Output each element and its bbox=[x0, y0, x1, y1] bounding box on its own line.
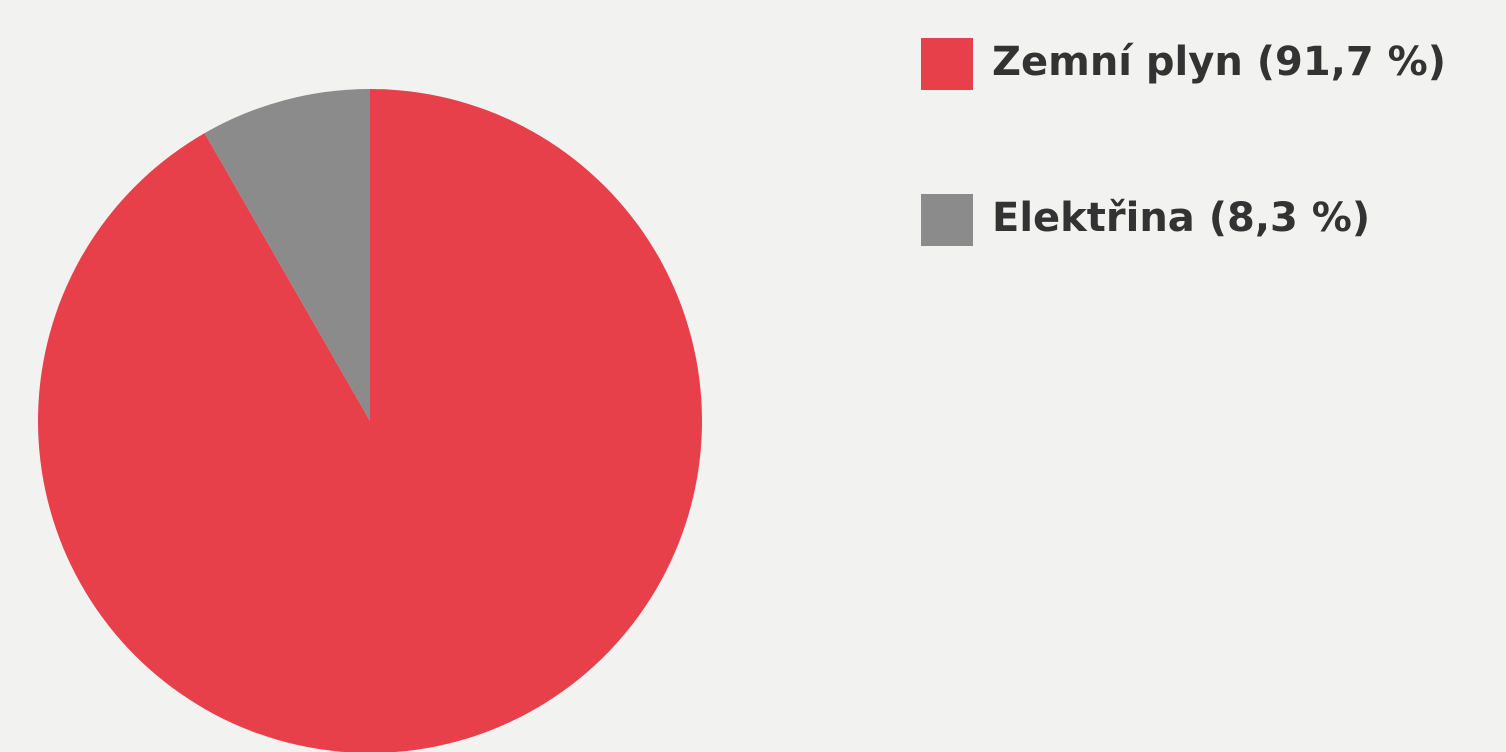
legend-swatch bbox=[921, 38, 973, 90]
legend-label: Elektřina (8,3 %) bbox=[992, 195, 1370, 241]
pie-slice bbox=[38, 89, 702, 752]
legend-swatch bbox=[921, 194, 973, 246]
pie-slice bbox=[204, 89, 370, 421]
legend-label: Zemní plyn (91,7 %) bbox=[992, 39, 1446, 85]
